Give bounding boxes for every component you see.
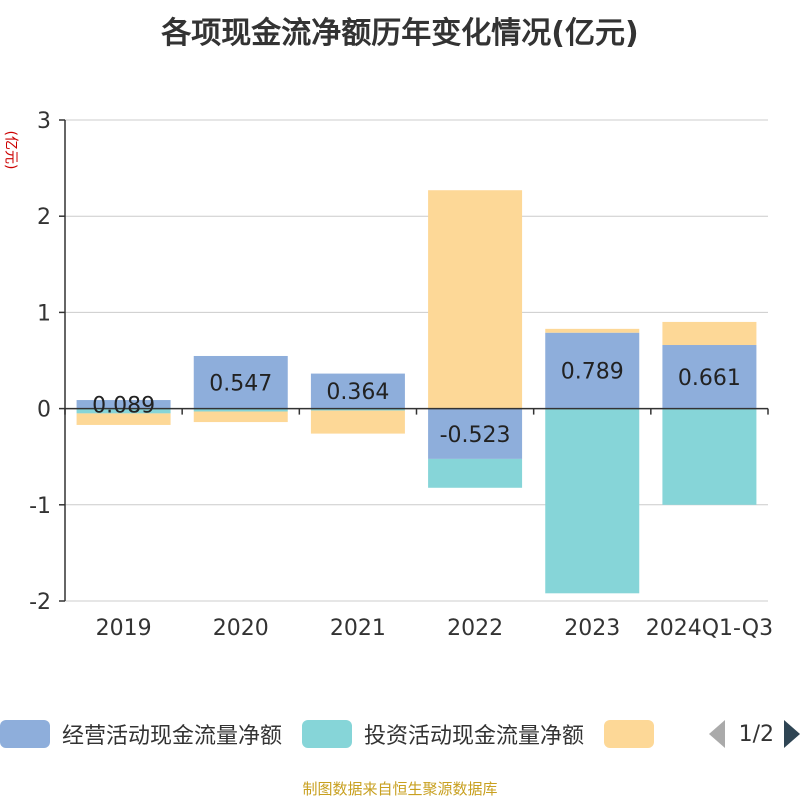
- y-tick-label: -2: [29, 590, 51, 615]
- x-tick-label: 2022: [447, 616, 503, 641]
- legend: 经营活动现金流量净额 投资活动现金流量净额 1/2: [0, 716, 800, 752]
- data-labels: 0.089 0.547 0.364 -0.523 0.789 0.661: [92, 360, 741, 448]
- legend-label-investing: 投资活动现金流量净额: [364, 724, 585, 749]
- legend-swatch-financing: [604, 720, 655, 748]
- bar-2-2020: [193, 408, 288, 412]
- bar-2-2022: [428, 458, 523, 488]
- x-tick-label: 2020: [213, 616, 269, 641]
- bars: [76, 190, 757, 594]
- pager-page-indicator: 1/2: [738, 721, 774, 747]
- x-tick-label: 2019: [96, 616, 152, 641]
- y-tick-label: -1: [29, 494, 51, 519]
- legend-swatch-investing: [302, 720, 353, 748]
- source-note: 制图数据来自恒生聚源数据库: [302, 780, 498, 798]
- bar-3-2020: [193, 411, 288, 423]
- bar-1-2021: [310, 373, 405, 409]
- legend-pager: 1/2: [708, 720, 800, 748]
- y-tick-label: 2: [37, 205, 51, 230]
- bar-2-2024Q1-Q3: [662, 408, 757, 505]
- legend-item-financing[interactable]: [604, 720, 666, 748]
- axes: 3 2 1 0 -1 -2 2019 2020 2021 2022 2023 2024Q1-Q3: [29, 109, 773, 641]
- pager-prev-icon[interactable]: [708, 720, 725, 748]
- legend-item-operating[interactable]: 经营活动现金流量净额: [0, 718, 282, 750]
- chart-plot: 3 2 1 0 -1 -2 2019 2020 2021 2022 2023 2024Q1-Q3 0.…: [29, 109, 773, 641]
- bar-3-2024Q1-Q3: [662, 321, 757, 346]
- pager-next-icon[interactable]: [784, 720, 800, 748]
- bar-3-2023: [545, 328, 640, 333]
- bar-3-2021: [310, 410, 405, 434]
- x-tick-label: 2023: [564, 616, 620, 641]
- bar-1-2019: [76, 400, 171, 409]
- legend-swatch-operating: [0, 720, 50, 748]
- bar-3-2019: [76, 413, 171, 425]
- bar-2-2023: [545, 408, 640, 594]
- bar-1-2020: [193, 355, 288, 409]
- x-tick-label: 2021: [330, 616, 386, 641]
- bar-1-2022: [428, 408, 523, 459]
- bar-1-2023: [545, 332, 640, 409]
- data-label-2023: 0.789: [561, 360, 624, 385]
- chart-title: 各项现金流净额历年变化情况(亿元): [161, 16, 639, 51]
- y-tick-label: 3: [37, 109, 51, 134]
- data-label-2022: -0.523: [440, 423, 511, 448]
- legend-label-operating: 经营活动现金流量净额: [62, 724, 283, 749]
- x-tick-label: 2024Q1-Q3: [646, 616, 773, 641]
- data-label-2021: 0.364: [326, 380, 389, 405]
- bar-2-2019: [76, 408, 171, 414]
- y-tick-label: 1: [37, 301, 51, 326]
- bar-3-2022: [428, 190, 523, 409]
- data-label-2020: 0.547: [209, 371, 272, 396]
- bar-2-2021: [310, 408, 405, 411]
- legend-item-investing[interactable]: 投资活动现金流量净额: [302, 718, 584, 750]
- bar-1-2024Q1-Q3: [662, 345, 757, 409]
- data-label-2024Q1-Q3: 0.661: [678, 366, 741, 391]
- data-label-2019: 0.089: [92, 393, 155, 418]
- y-tick-label: 0: [37, 398, 51, 423]
